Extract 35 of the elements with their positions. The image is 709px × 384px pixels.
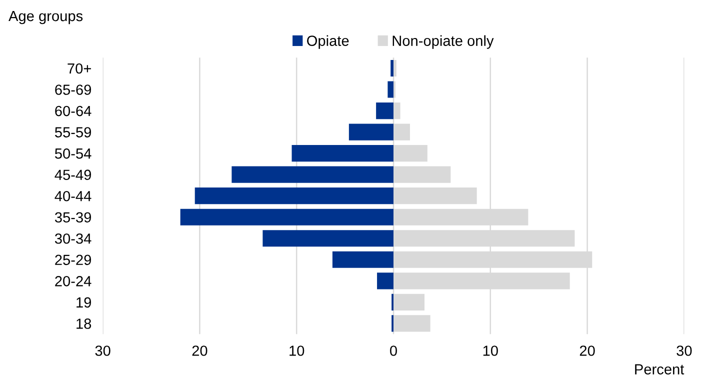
y-tick-label: 18 bbox=[76, 318, 92, 329]
y-tick-label: 45-49 bbox=[54, 170, 92, 180]
bar bbox=[348, 124, 394, 140]
bar bbox=[180, 208, 394, 226]
y-tick-label: 60-64 bbox=[55, 106, 92, 116]
y-tick-label: 40-44 bbox=[54, 190, 92, 202]
bar bbox=[262, 230, 394, 247]
x-tick-label: 20 bbox=[580, 346, 595, 356]
legend-label: Opiate bbox=[307, 35, 349, 49]
bar bbox=[292, 145, 394, 162]
y-tick-label: 70+ bbox=[68, 63, 91, 74]
bar bbox=[388, 81, 394, 98]
x-tick-label: 10 bbox=[483, 346, 498, 356]
bar bbox=[377, 272, 394, 290]
bar bbox=[194, 188, 394, 204]
x-tick-label: 10 bbox=[290, 346, 304, 356]
bar bbox=[232, 166, 394, 183]
y-tick-label: 30-34 bbox=[54, 233, 92, 244]
bar bbox=[390, 60, 394, 77]
y-tick-label: 50-54 bbox=[54, 148, 92, 159]
x-axis-title: Percent bbox=[635, 364, 684, 374]
y-tick-label: 55-59 bbox=[54, 127, 92, 138]
y-tick-label: 25-29 bbox=[55, 254, 92, 266]
x-tick-label: 30 bbox=[676, 346, 692, 356]
y-tick-label: 20-24 bbox=[55, 276, 92, 286]
legend-label: Non-opiate only bbox=[392, 35, 494, 49]
y-tick-label: 65-69 bbox=[55, 84, 92, 95]
y-axis-title: Age groups bbox=[8, 11, 83, 24]
y-tick-label: 35-39 bbox=[54, 212, 92, 223]
y-tick-label: 19 bbox=[76, 297, 92, 308]
bar bbox=[332, 251, 394, 268]
x-tick-label: 20 bbox=[192, 346, 208, 356]
x-tick-label: 30 bbox=[95, 346, 110, 356]
bar bbox=[376, 102, 394, 120]
x-tick-label: 0 bbox=[390, 346, 397, 356]
